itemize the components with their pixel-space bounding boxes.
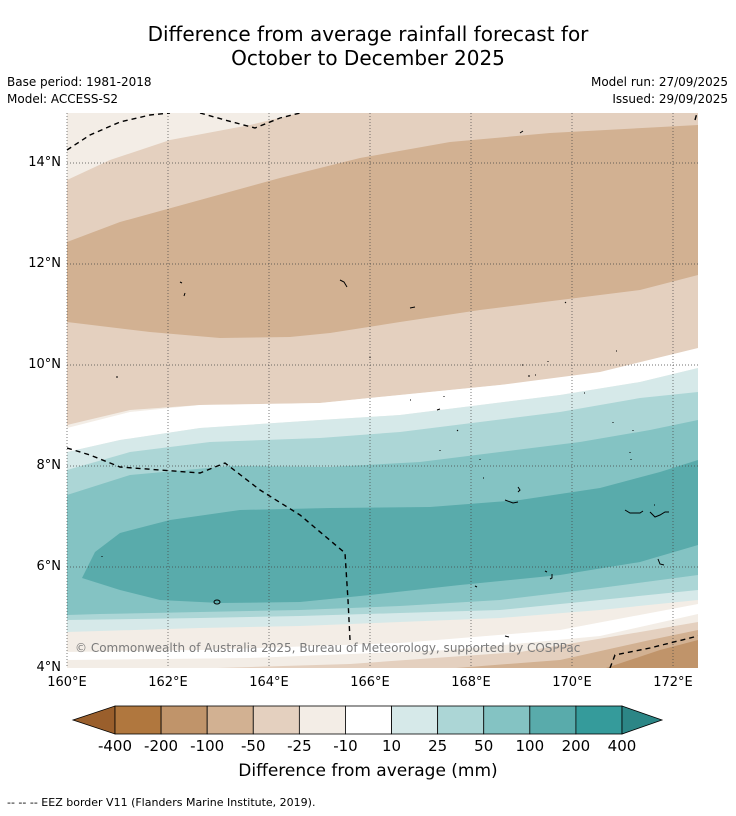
lon-label-164e: 164°E [249, 675, 289, 690]
eez-border-southeast [609, 635, 698, 668]
issued-date: Issued: 29/09/2025 [612, 92, 728, 106]
colorbar-cell [298, 705, 346, 735]
lon-label-172e: 172°E [653, 675, 693, 690]
lon-label-160e: 160°E [47, 675, 87, 690]
contour-fill-layer [67, 113, 698, 668]
colorbar-cell [160, 705, 208, 735]
eez-borders [67, 113, 698, 668]
colorbar-cell [391, 705, 439, 735]
eez-legend: -- -- -- EEZ border V11 (Flanders Marine… [7, 796, 316, 809]
title-line-1: Difference from average rainfall forecas… [147, 22, 589, 46]
lon-label-168e: 168°E [451, 675, 491, 690]
eez-border-ne [694, 113, 698, 121]
lat-label-8n: 8°N [36, 458, 62, 473]
lon-label-170e: 170°E [552, 675, 592, 690]
colorbar-extend-high [621, 705, 664, 735]
eez-border-north [67, 113, 301, 151]
colorbar-cell [114, 705, 162, 735]
colorbar-tick-label: 10 [381, 737, 402, 755]
lon-label-162e: 162°E [148, 675, 188, 690]
colorbar-cell [345, 705, 392, 735]
chart-title: Difference from average rainfall forecas… [0, 22, 736, 70]
islands [101, 130, 669, 638]
band-neg100 [67, 125, 698, 338]
lat-label-4n: 4°N [36, 660, 62, 675]
meta-left: Base period: 1981-2018 Model: ACCESS-S2 [7, 74, 152, 108]
colorbar-tick-label: -50 [241, 737, 266, 755]
model-run: Model run: 27/09/2025 [590, 75, 728, 89]
lon-label-166e: 166°E [350, 675, 390, 690]
colorbar-cell [437, 705, 485, 735]
colorbar-tick-label: -400 [97, 737, 133, 755]
colorbar-tick-label: 50 [474, 737, 494, 755]
rainfall-map [66, 113, 698, 668]
colorbar-extend-low [71, 705, 116, 735]
band-south-neg200 [606, 640, 698, 668]
copyright-notice: © Commonwealth of Australia 2025, Bureau… [75, 641, 581, 655]
colorbar-title: Difference from average (mm) [238, 761, 498, 781]
colorbar-tick-label: -200 [144, 737, 179, 755]
colorbar-tick-label: 25 [428, 737, 448, 755]
base-period: Base period: 1981-2018 [7, 75, 152, 89]
lat-label-10n: 10°N [28, 357, 61, 372]
colorbar-cell [206, 705, 254, 735]
colorbar-tick-label: -100 [190, 737, 225, 755]
colorbar-tick-label: 200 [561, 737, 591, 755]
band-neutral [67, 348, 698, 452]
colorbar-cell [529, 705, 577, 735]
model-name: Model: ACCESS-S2 [7, 92, 119, 106]
colorbar-cell [252, 705, 300, 735]
colorbar-tick-label: 100 [515, 737, 545, 755]
colorbar-cell [483, 705, 531, 735]
lat-label-6n: 6°N [36, 559, 62, 574]
eez-border-west [67, 447, 351, 641]
title-line-2: October to December 2025 [231, 46, 505, 70]
colorbar-tick-label: -10 [333, 737, 358, 755]
colorbar [71, 705, 664, 735]
lat-label-12n: 12°N [28, 256, 61, 271]
colorbar-tick-label: -25 [287, 737, 312, 755]
lat-label-14n: 14°N [28, 155, 61, 170]
meta-right: Model run: 27/09/2025 Issued: 29/09/2025 [591, 74, 728, 108]
colorbar-cells [71, 705, 664, 735]
colorbar-cell [575, 705, 623, 735]
gridlines [66, 113, 698, 668]
colorbar-tick-label: 400 [607, 737, 637, 755]
